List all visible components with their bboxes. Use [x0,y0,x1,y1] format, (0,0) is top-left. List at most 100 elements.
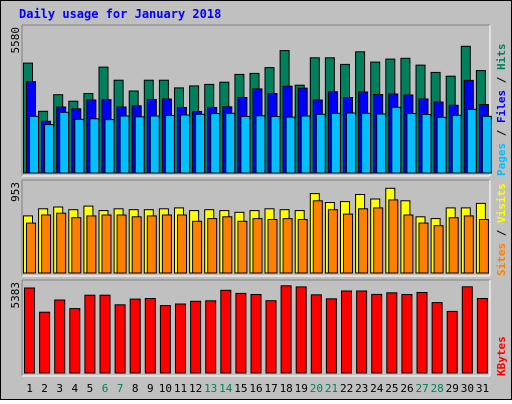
x-tick-label-day-19: 19 [295,382,308,395]
bar-pages-day-23 [361,112,372,174]
bar-sites-day-18 [282,218,293,274]
x-tick-label-day-8: 8 [132,382,139,395]
bar-pages-day-9 [149,115,160,174]
bar-pages-day-29 [451,114,462,174]
bar-kbytes-day-24 [371,293,383,374]
bar-pages-day-12 [195,113,206,174]
x-tick-label-day-9: 9 [147,382,154,395]
bar-pages-day-21 [330,112,341,174]
bar-sites-day-21 [327,209,338,274]
bar-kbytes-day-25 [386,292,398,374]
x-tick-label-day-14: 14 [219,382,233,395]
x-tick-label-day-15: 15 [234,382,247,395]
x-tick-label-day-3: 3 [56,382,63,395]
bar-pages-day-1 [29,115,39,174]
bar-kbytes-day-3 [54,299,66,374]
bar-pages-day-28 [436,116,447,174]
legend-hits: Hits [495,44,508,71]
bar-sites-day-23 [358,208,369,274]
bar-kbytes-day-20 [310,294,322,374]
x-tick-label-day-29: 29 [446,382,459,395]
bar-kbytes-day-19 [295,286,307,374]
bar-pages-day-13 [210,113,221,174]
bar-kbytes-day-4 [69,308,81,374]
bar-kbytes-day-21 [325,298,337,374]
x-tick-label-day-26: 26 [400,382,413,395]
bar-kbytes-day-2 [39,311,51,374]
x-tick-label-day-5: 5 [87,382,94,395]
x-tick-label-day-25: 25 [385,382,398,395]
bar-sites-day-31 [478,219,489,274]
x-tick-label-day-11: 11 [174,382,187,395]
bar-sites-day-15 [237,220,248,274]
bar-sites-day-30 [463,215,474,274]
bar-pages-day-2 [44,124,55,174]
y-max-label-3: 5383 [9,282,22,309]
x-tick-label-day-12: 12 [189,382,202,395]
x-tick-label-day-1: 1 [26,382,33,395]
bar-pages-day-15 [240,116,251,174]
bar-sites-day-8 [131,216,142,274]
x-tick-label-day-22: 22 [340,382,353,395]
bar-pages-day-16 [255,115,266,174]
y-max-label-2: 953 [9,182,22,202]
bar-pages-day-5 [89,118,100,174]
bar-sites-day-7 [116,214,127,274]
x-tick-label-day-28: 28 [431,382,444,395]
legend-separator: / [495,223,508,243]
bar-pages-day-24 [376,113,387,174]
legend-label-1: Pages / Files / Hits [495,44,508,177]
bar-pages-day-8 [134,116,145,174]
bar-pages-day-19 [300,115,311,174]
bar-sites-day-2 [41,214,52,274]
x-tick-label-day-16: 16 [249,382,262,395]
bar-kbytes-day-18 [280,285,292,374]
bar-sites-day-9 [146,215,157,274]
bar-sites-day-29 [448,217,459,274]
x-tick-label-day-20: 20 [310,382,323,395]
bar-kbytes-day-27 [416,292,428,374]
chart-title: Daily usage for January 2018 [19,7,221,21]
bar-pages-day-14 [225,112,236,174]
x-tick-label-day-7: 7 [117,382,124,395]
bar-kbytes-day-11 [175,303,186,374]
bar-pages-day-6 [104,119,115,174]
bar-kbytes-day-9 [144,298,156,374]
x-tick-label-day-13: 13 [204,382,217,395]
bar-kbytes-day-17 [265,300,277,374]
legend-label-2: Sites / Visits [495,183,508,276]
y-max-label-1: 5580 [9,27,22,54]
bar-pages-day-27 [421,114,432,174]
bar-kbytes-day-22 [341,290,352,374]
bar-kbytes-day-26 [401,294,413,374]
x-tick-label-day-31: 31 [476,382,489,395]
bar-pages-day-20 [315,113,326,174]
legend-label-3: KBytes [495,336,508,376]
bar-kbytes-day-23 [356,290,368,374]
bar-kbytes-day-14 [220,289,232,374]
bar-sites-day-11 [177,214,187,274]
bar-pages-day-31 [481,115,492,174]
bar-sites-day-1 [26,222,36,274]
x-tick-label-day-23: 23 [355,382,368,395]
bar-sites-day-16 [252,218,263,274]
bar-kbytes-day-8 [129,298,141,374]
bar-sites-day-22 [343,213,353,274]
bar-sites-day-28 [433,225,444,274]
bar-kbytes-day-5 [84,294,96,374]
bar-pages-day-3 [59,111,70,174]
bar-pages-day-4 [74,118,85,174]
bar-sites-day-24 [373,207,384,274]
bar-kbytes-day-30 [461,286,473,374]
x-tick-label-day-6: 6 [102,382,109,395]
bar-sites-day-19 [297,219,308,274]
bar-kbytes-day-15 [235,292,247,374]
x-tick-label-day-17: 17 [264,382,277,395]
bar-sites-day-25 [388,199,399,274]
x-tick-label-day-27: 27 [415,382,428,395]
bar-sites-day-13 [207,218,218,274]
x-tick-label-day-18: 18 [280,382,293,395]
bar-kbytes-day-7 [114,304,126,374]
bar-kbytes-day-13 [205,300,217,374]
legend-kbytes: KBytes [495,336,508,376]
